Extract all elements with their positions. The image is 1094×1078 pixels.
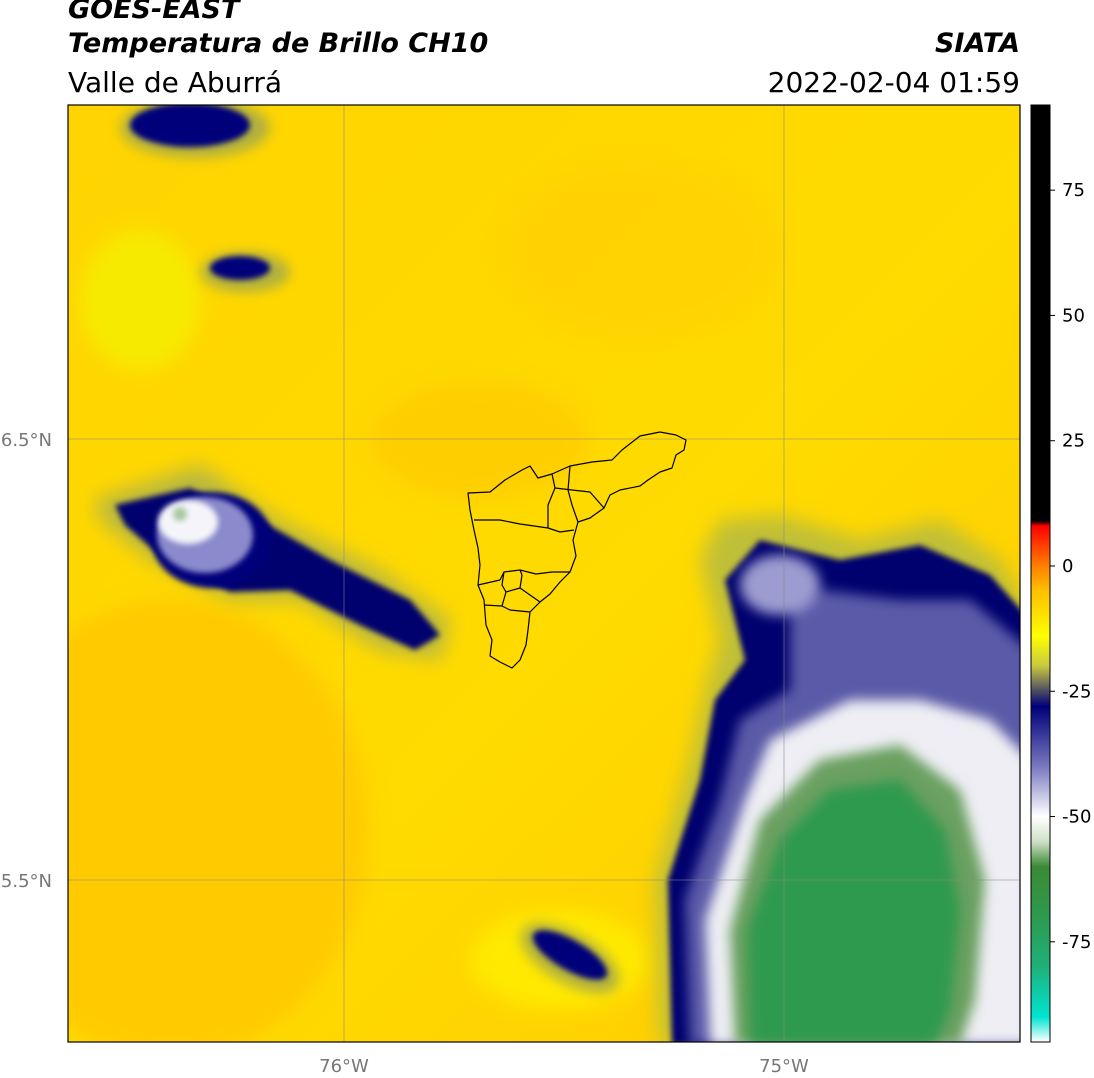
colorbar-tick-label: 50 xyxy=(1062,305,1085,326)
valley-outline xyxy=(467,431,687,669)
small-cell-north xyxy=(120,105,270,158)
municipal-line-4 xyxy=(567,465,579,523)
colorbar-frame xyxy=(1030,104,1051,1043)
storm-cell-west xyxy=(95,465,450,660)
colorbar-tick-label: 0 xyxy=(1062,556,1073,577)
municipal-line-9 xyxy=(501,605,531,613)
small-cell-south xyxy=(520,923,620,993)
warm-zone-center xyxy=(370,380,590,500)
graticule xyxy=(68,105,1020,1042)
lon-label-76W: 76°W xyxy=(319,1056,369,1077)
lat-label-5-5N: 5.5°N xyxy=(1,871,52,892)
datetime-label: 2022-02-04 01:59 xyxy=(767,66,1020,99)
colorbar-tick-label: 25 xyxy=(1062,431,1085,452)
colorbar-tick-label: -75 xyxy=(1062,932,1091,953)
lon-label-75W: 75°W xyxy=(759,1056,809,1077)
small-cell-northwest xyxy=(200,252,290,292)
storm-complex-east xyxy=(655,515,1020,1042)
colorbar: 75 50 25 0 -25 -50 -75 xyxy=(1030,104,1091,1043)
municipal-line-1 xyxy=(474,519,575,533)
municipal-line-7 xyxy=(501,571,507,593)
municipal-line-6 xyxy=(483,587,541,607)
colorbar-ticks: 75 50 25 0 -25 -50 -75 xyxy=(1050,180,1091,953)
valley-boundaries xyxy=(467,431,687,669)
colorbar-tick-label: -50 xyxy=(1062,807,1091,828)
colorbar-gradient xyxy=(1031,105,1050,1042)
municipal-line-2 xyxy=(547,473,556,528)
map-frame xyxy=(67,104,1021,1043)
warm-zone-north xyxy=(500,160,780,340)
map-area xyxy=(68,105,1020,1042)
product-title: Temperatura de Brillo CH10 xyxy=(68,28,489,59)
org-label: SIATA xyxy=(934,28,1020,59)
warm-zone-southwest xyxy=(68,600,370,1042)
yellow-patch-west xyxy=(80,230,200,370)
municipal-line-8 xyxy=(519,569,523,589)
colorbar-tick-label: -25 xyxy=(1062,681,1091,702)
lat-label-6-5N: 6.5°N xyxy=(1,430,52,451)
colorbar-tick-label: 75 xyxy=(1062,180,1085,201)
satellite-title: GOES-EAST xyxy=(68,0,240,25)
region-label: Valle de Aburrá xyxy=(68,66,283,99)
municipal-line-3 xyxy=(554,487,605,509)
